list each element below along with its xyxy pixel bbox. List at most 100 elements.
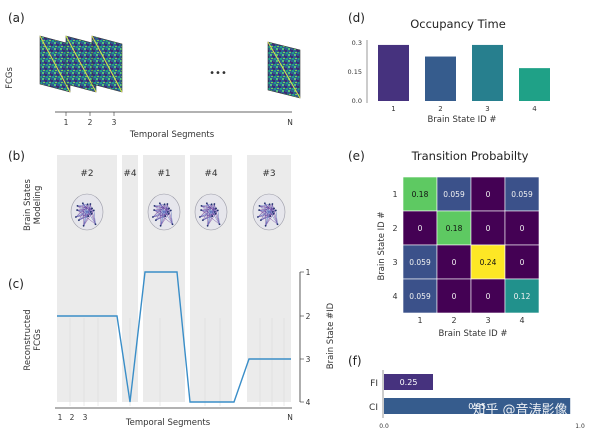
segment-label: #4 — [204, 169, 218, 179]
heatmap-cell-value: 0.059 — [409, 292, 431, 301]
fcg-matrix-2 — [65, 35, 97, 93]
panel-c-gridlines — [69, 318, 285, 406]
brain-edge — [152, 203, 168, 218]
index-bar — [384, 398, 571, 414]
brain-node — [264, 224, 267, 227]
brain-edge — [201, 205, 213, 217]
heatmap-cell-value: 0 — [520, 224, 525, 233]
index-bar-category: FI — [370, 379, 378, 389]
brain-node — [164, 215, 167, 218]
brain-node — [259, 219, 262, 222]
brain-edge — [257, 213, 274, 218]
heatmap-cell-value: 0.24 — [480, 258, 497, 267]
panel-e: (e) Transition Probabilty Brain State ID… — [348, 149, 540, 339]
brain-edge — [214, 203, 220, 225]
brain-node — [214, 211, 216, 213]
panel-e-title: Transition Probabilty — [411, 149, 529, 163]
heatmap-cell — [470, 244, 506, 280]
brain-node — [76, 209, 79, 211]
panel-a-tick-label: 3 — [112, 118, 117, 127]
panel-f-x-tick: 1.0 — [575, 423, 585, 430]
brain-network-icon — [252, 193, 286, 231]
brain-edge — [87, 203, 91, 217]
brain-node — [169, 209, 172, 212]
watermark-text: 知乎 @音涛影像 — [472, 402, 567, 418]
brain-node — [218, 223, 221, 226]
brain-edge — [154, 205, 169, 215]
brain-outline — [194, 193, 228, 231]
brain-network-icon — [194, 193, 228, 231]
brain-node — [274, 209, 277, 212]
brain-edge — [167, 203, 173, 225]
brain-node — [215, 207, 217, 210]
panel-c-tick-label: 3 — [83, 413, 88, 422]
brain-edge — [83, 210, 95, 226]
heatmap-cell — [504, 176, 540, 212]
brain-node — [272, 212, 275, 215]
brain-edge — [201, 209, 216, 215]
brain-node — [167, 211, 169, 213]
panel-a-x-label: Temporal Segments — [129, 130, 215, 140]
brain-node — [269, 215, 272, 218]
panel-c-tick-label: 2 — [70, 413, 75, 422]
brain-edge — [275, 210, 278, 225]
heatmap-row-labels: 1 2 3 4 — [392, 190, 397, 301]
brain-edge — [259, 204, 270, 207]
brain-node — [86, 203, 89, 206]
heatmap-cell — [436, 176, 472, 212]
brain-edge — [75, 203, 91, 218]
panel-d: (d) Occupancy Time 0.0 0.15 0.3 1 2 3 4 Brain… — [348, 11, 550, 125]
brain-edge — [77, 205, 92, 215]
panel-d-x-label: Brain State ID # — [427, 115, 496, 125]
panel-a-tick-label: 1 — [64, 118, 69, 127]
heatmap-cells: 0.18 0.059 0 0.059 0 0.18 0 0 0.059 0 0.24 0 0.059 0 0… — [402, 176, 540, 314]
brain-node — [152, 216, 154, 218]
panel-c-tag: (c) — [8, 277, 24, 291]
brain-state-timeline — [57, 271, 291, 403]
brain-edge — [154, 209, 169, 215]
brain-edge — [265, 210, 277, 226]
brain-node — [87, 215, 90, 218]
panel-d-y-tick: 0.15 — [348, 68, 362, 76]
panel-e-tag: (e) — [348, 149, 365, 163]
brain-edge — [77, 204, 88, 207]
heatmap-cell — [504, 244, 540, 280]
brain-edge — [211, 203, 215, 217]
panel-f-bars: 0.25 FI 0.95 CI — [369, 374, 571, 414]
brain-node — [205, 202, 208, 205]
panel-b: (b) Brain States Modeling #2 #4 #1 #4 #3 — [8, 149, 291, 402]
panel-d-x-tick: 3 — [485, 105, 489, 113]
panel-a-y-label: FCGs — [5, 67, 15, 89]
heatmap-cell — [402, 278, 438, 314]
brain-edge — [269, 203, 273, 217]
panel-c-y-label-1: Reconstructed — [23, 309, 33, 370]
brain-node — [206, 224, 209, 227]
occupancy-bar — [425, 56, 456, 101]
panel-d-bars — [378, 44, 550, 101]
brain-node — [168, 207, 170, 210]
segment-label: #2 — [80, 169, 93, 179]
panel-f-x-tick: 0.0 — [379, 423, 389, 430]
panel-d-title: Occupancy Time — [410, 17, 506, 31]
panel-c-tick-n: N — [287, 413, 293, 422]
right-tick-label: 1 — [306, 268, 311, 277]
index-bar-category: CI — [369, 403, 378, 413]
occupancy-bar — [378, 44, 409, 101]
panel-d-xticks: 1 2 3 4 — [391, 105, 537, 113]
heatmap-row-label: 3 — [392, 258, 397, 267]
brain-node — [199, 216, 201, 218]
heatmap-cell-value: 0 — [418, 224, 423, 233]
heatmap-cell — [470, 278, 506, 314]
panel-b-y-label-2: Modeling — [33, 186, 43, 225]
right-axis-ticks: 1 2 3 4 — [300, 268, 311, 407]
brain-node — [200, 205, 203, 207]
brain-node — [154, 219, 157, 222]
brain-edge — [154, 205, 166, 217]
ellipsis-text: ••• — [209, 68, 227, 79]
heatmap-cell-value: 0 — [486, 292, 491, 301]
brain-edge — [82, 203, 89, 217]
brain-edge — [159, 203, 166, 217]
brain-edge — [77, 205, 94, 211]
brain-edge — [160, 210, 172, 226]
brain-node — [214, 212, 217, 215]
